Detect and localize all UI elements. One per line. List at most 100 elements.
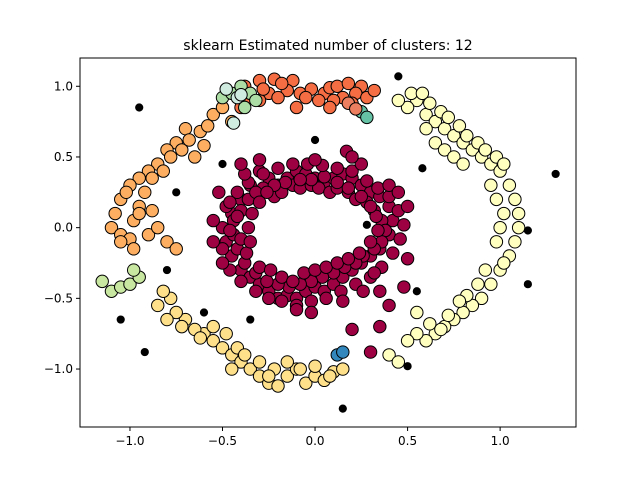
data-points [95,72,560,413]
cluster-4-point [460,129,474,143]
noise-point [172,188,181,197]
cluster-1-point [256,82,270,96]
cluster-0-point [245,206,259,221]
cluster-4-point [471,277,485,291]
cluster-3-point [323,369,337,383]
cluster-8-point [234,88,248,102]
cluster-0-point [234,274,248,289]
cluster-0-point [341,181,356,195]
cluster-3-point [280,369,294,383]
cluster-0-point [397,280,411,294]
cluster-3-point [293,362,307,376]
cluster-4-point [474,291,489,306]
cluster-9-point [126,263,141,277]
cluster-2-point [132,206,146,221]
cluster-0-point [256,167,270,181]
cluster-4-point [484,178,498,192]
cluster-0-point [363,199,378,214]
cluster-9-point [95,274,109,289]
cluster-0-point [206,235,220,249]
noise-point [246,315,255,324]
cluster-0-point [262,291,276,306]
cluster-0-point [275,270,289,284]
cluster-3-point [299,376,313,390]
cluster-0-point [367,266,381,280]
cluster-3-point [156,284,170,298]
cluster-4-point [447,150,461,164]
cluster-2-point [206,107,220,122]
cluster-0-point [371,223,385,238]
cluster-2-point [141,228,156,242]
cluster-2-point [126,242,141,256]
cluster-8-point [219,82,233,96]
cluster-0-point [363,345,378,359]
cluster-0-point [330,256,344,270]
cluster-10-point [349,102,363,116]
cluster-3-point [336,362,350,376]
cluster-0-point [304,305,319,320]
cluster-2-point [169,242,183,256]
cluster-2-point [201,119,215,133]
cluster-3-point [262,369,276,383]
cluster-2-point [114,235,128,249]
cluster-0-point [330,161,344,175]
cluster-0-point [345,164,359,178]
cluster-0-point [304,294,319,308]
cluster-0-point [345,150,359,164]
cluster-0-point [373,284,387,298]
cluster-0-point [241,220,256,235]
cluster-0-point [336,294,350,308]
x-tick-label: 0.0 [305,434,324,448]
cluster-4-point [415,86,430,101]
cluster-0-point [400,252,415,266]
noise-point [310,135,320,145]
cluster-0-point [249,284,263,298]
cluster-0-point [252,260,267,274]
cluster-4-point [497,206,511,221]
cluster-2-point [182,133,196,147]
cluster-0-point [373,319,387,334]
x-axis: −1.0 −0.5 0.0 0.5 1.0 [115,427,510,448]
noise-point [338,404,347,413]
cluster-3-point [169,305,183,320]
cluster-0-point [352,246,367,260]
x-tick-label: −0.5 [208,434,237,448]
cluster-4-point [437,143,452,157]
cluster-3-point [252,355,267,369]
cluster-2-point [188,150,202,164]
cluster-4-point [511,220,526,235]
cluster-0-point [223,223,237,238]
cluster-3-point [219,326,233,341]
cluster-2-point [132,171,146,185]
cluster-0-point [286,274,300,289]
cluster-4-point [434,322,448,337]
cluster-3-point [206,334,220,348]
cluster-0-point [230,185,245,200]
cluster-0-point [354,189,369,204]
cluster-0-point [234,157,248,171]
cluster-3-point [271,379,285,393]
cluster-7-point [336,345,350,359]
cluster-4-point [382,348,396,362]
y-tick-label: −1.0 [44,362,73,376]
noise-point [394,72,403,81]
cluster-2-point [104,220,119,235]
cluster-2-point [156,164,170,178]
cluster-0-point [400,199,415,214]
cluster-4-point [452,119,467,133]
cluster-2-point [160,235,174,249]
cluster-5-point [249,93,263,108]
cluster-0-point [319,291,333,306]
cluster-0-point [215,242,230,256]
cluster-0-point [345,322,359,337]
cluster-0-point [215,256,230,270]
cluster-4-point [400,334,415,348]
cluster-1-point [275,76,289,91]
cluster-0-point [386,246,400,260]
cluster-0-point [252,153,267,167]
cluster-4-point [419,334,433,348]
cluster-2-point [178,121,193,136]
cluster-0-point [330,175,344,190]
cluster-2-point [108,206,122,221]
cluster-1-point [299,90,313,105]
